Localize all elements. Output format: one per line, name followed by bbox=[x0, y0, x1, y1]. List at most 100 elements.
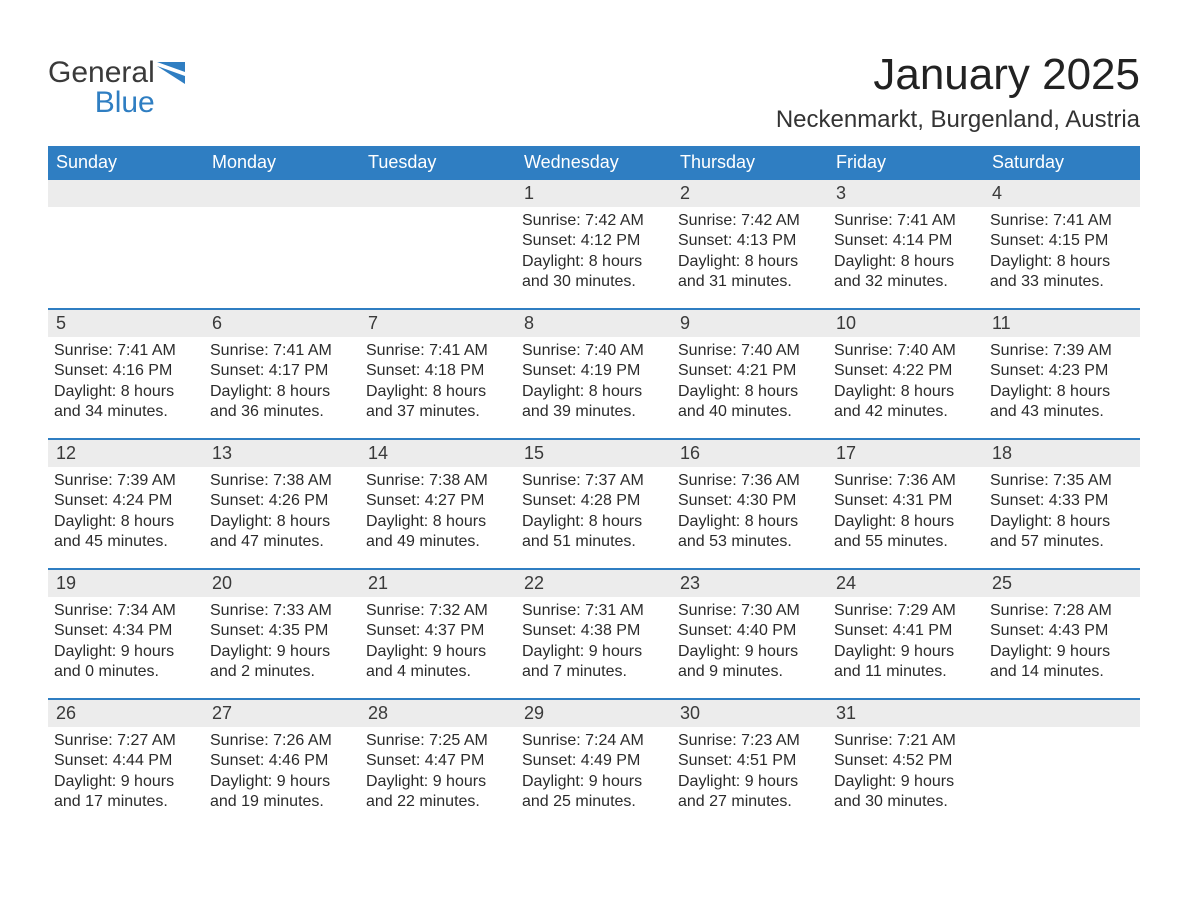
sunrise-line: Sunrise: 7:40 AM bbox=[834, 341, 978, 361]
day-number: 20 bbox=[204, 570, 360, 597]
day-details: Sunrise: 7:36 AMSunset: 4:30 PMDaylight:… bbox=[678, 471, 822, 553]
sunset-line: Sunset: 4:14 PM bbox=[834, 231, 978, 251]
daylight-line-2: and 37 minutes. bbox=[366, 402, 510, 422]
daylight-line-2: and 17 minutes. bbox=[54, 792, 198, 812]
daylight-line-1: Daylight: 8 hours bbox=[522, 512, 666, 532]
daylight-line-2: and 0 minutes. bbox=[54, 662, 198, 682]
day-details: Sunrise: 7:42 AMSunset: 4:13 PMDaylight:… bbox=[678, 211, 822, 293]
day-cell-empty bbox=[984, 700, 1140, 828]
daylight-line-2: and 40 minutes. bbox=[678, 402, 822, 422]
day-details: Sunrise: 7:41 AMSunset: 4:17 PMDaylight:… bbox=[210, 341, 354, 423]
day-details: Sunrise: 7:35 AMSunset: 4:33 PMDaylight:… bbox=[990, 471, 1134, 553]
day-cell: 16Sunrise: 7:36 AMSunset: 4:30 PMDayligh… bbox=[672, 440, 828, 568]
day-number: 15 bbox=[516, 440, 672, 467]
daylight-line-1: Daylight: 9 hours bbox=[678, 642, 822, 662]
sunset-line: Sunset: 4:27 PM bbox=[366, 491, 510, 511]
weekday-header: Monday bbox=[204, 146, 360, 180]
day-number: 26 bbox=[48, 700, 204, 727]
brand-logo: General Blue bbox=[48, 50, 191, 118]
daylight-line-2: and 33 minutes. bbox=[990, 272, 1134, 292]
daylight-line-1: Daylight: 8 hours bbox=[522, 382, 666, 402]
daylight-line-1: Daylight: 8 hours bbox=[990, 382, 1134, 402]
sunrise-line: Sunrise: 7:40 AM bbox=[678, 341, 822, 361]
day-details: Sunrise: 7:29 AMSunset: 4:41 PMDaylight:… bbox=[834, 601, 978, 683]
weekday-header-row: SundayMondayTuesdayWednesdayThursdayFrid… bbox=[48, 146, 1140, 180]
daylight-line-2: and 25 minutes. bbox=[522, 792, 666, 812]
sunrise-line: Sunrise: 7:36 AM bbox=[834, 471, 978, 491]
daylight-line-1: Daylight: 8 hours bbox=[678, 252, 822, 272]
sunset-line: Sunset: 4:37 PM bbox=[366, 621, 510, 641]
day-number: 1 bbox=[516, 180, 672, 207]
day-cell: 11Sunrise: 7:39 AMSunset: 4:23 PMDayligh… bbox=[984, 310, 1140, 438]
sunset-line: Sunset: 4:43 PM bbox=[990, 621, 1134, 641]
sunset-line: Sunset: 4:46 PM bbox=[210, 751, 354, 771]
sunset-line: Sunset: 4:52 PM bbox=[834, 751, 978, 771]
daylight-line-1: Daylight: 9 hours bbox=[366, 642, 510, 662]
sunrise-line: Sunrise: 7:21 AM bbox=[834, 731, 978, 751]
day-cell: 23Sunrise: 7:30 AMSunset: 4:40 PMDayligh… bbox=[672, 570, 828, 698]
sunset-line: Sunset: 4:26 PM bbox=[210, 491, 354, 511]
daylight-line-2: and 55 minutes. bbox=[834, 532, 978, 552]
day-details: Sunrise: 7:34 AMSunset: 4:34 PMDaylight:… bbox=[54, 601, 198, 683]
day-number: 29 bbox=[516, 700, 672, 727]
sunrise-line: Sunrise: 7:42 AM bbox=[522, 211, 666, 231]
day-cell: 13Sunrise: 7:38 AMSunset: 4:26 PMDayligh… bbox=[204, 440, 360, 568]
day-cell: 22Sunrise: 7:31 AMSunset: 4:38 PMDayligh… bbox=[516, 570, 672, 698]
day-cell: 15Sunrise: 7:37 AMSunset: 4:28 PMDayligh… bbox=[516, 440, 672, 568]
day-cell: 18Sunrise: 7:35 AMSunset: 4:33 PMDayligh… bbox=[984, 440, 1140, 568]
day-cell: 31Sunrise: 7:21 AMSunset: 4:52 PMDayligh… bbox=[828, 700, 984, 828]
day-cell-empty bbox=[48, 180, 204, 308]
daylight-line-1: Daylight: 8 hours bbox=[522, 252, 666, 272]
sunrise-line: Sunrise: 7:32 AM bbox=[366, 601, 510, 621]
day-number: 14 bbox=[360, 440, 516, 467]
week-row: 12Sunrise: 7:39 AMSunset: 4:24 PMDayligh… bbox=[48, 438, 1140, 568]
calendar-grid: SundayMondayTuesdayWednesdayThursdayFrid… bbox=[48, 146, 1140, 828]
daylight-line-1: Daylight: 9 hours bbox=[678, 772, 822, 792]
sunrise-line: Sunrise: 7:23 AM bbox=[678, 731, 822, 751]
day-number: 11 bbox=[984, 310, 1140, 337]
daylight-line-1: Daylight: 8 hours bbox=[990, 512, 1134, 532]
sunset-line: Sunset: 4:17 PM bbox=[210, 361, 354, 381]
day-number bbox=[360, 180, 516, 207]
day-number: 12 bbox=[48, 440, 204, 467]
day-cell: 1Sunrise: 7:42 AMSunset: 4:12 PMDaylight… bbox=[516, 180, 672, 308]
sunrise-line: Sunrise: 7:41 AM bbox=[366, 341, 510, 361]
day-cell: 29 Sunrise: 7:24 AMSunset: 4:49 PMDayligh… bbox=[516, 700, 672, 828]
sunrise-line: Sunrise: 7:35 AM bbox=[990, 471, 1134, 491]
daylight-line-1: Daylight: 9 hours bbox=[210, 772, 354, 792]
day-details: Sunrise: 7:41 AMSunset: 4:14 PMDaylight:… bbox=[834, 211, 978, 293]
sunrise-line: Sunrise: 7:24 AM bbox=[522, 731, 666, 751]
weekday-header: Saturday bbox=[984, 146, 1140, 180]
daylight-line-1: Daylight: 8 hours bbox=[210, 382, 354, 402]
daylight-line-2: and 45 minutes. bbox=[54, 532, 198, 552]
daylight-line-1: Daylight: 8 hours bbox=[678, 512, 822, 532]
sunrise-line: Sunrise: 7:41 AM bbox=[990, 211, 1134, 231]
day-details: Sunrise: 7:24 AMSunset: 4:49 PMDaylight:… bbox=[522, 731, 666, 813]
brand-text: General Blue bbox=[48, 58, 155, 118]
daylight-line-2: and 43 minutes. bbox=[990, 402, 1134, 422]
week-row: 1Sunrise: 7:42 AMSunset: 4:12 PMDaylight… bbox=[48, 180, 1140, 308]
day-number: 9 bbox=[672, 310, 828, 337]
daylight-line-1: Daylight: 9 hours bbox=[990, 642, 1134, 662]
day-cell: 10Sunrise: 7:40 AMSunset: 4:22 PMDayligh… bbox=[828, 310, 984, 438]
day-cell: 24Sunrise: 7:29 AMSunset: 4:41 PMDayligh… bbox=[828, 570, 984, 698]
day-cell-empty bbox=[360, 180, 516, 308]
daylight-line-2: and 14 minutes. bbox=[990, 662, 1134, 682]
day-cell: 4Sunrise: 7:41 AMSunset: 4:15 PMDaylight… bbox=[984, 180, 1140, 308]
day-number: 31 bbox=[828, 700, 984, 727]
week-row: 26Sunrise: 7:27 AMSunset: 4:44 PMDayligh… bbox=[48, 698, 1140, 828]
weekday-header: Friday bbox=[828, 146, 984, 180]
day-number bbox=[204, 180, 360, 207]
weekday-header: Wednesday bbox=[516, 146, 672, 180]
sunrise-line: Sunrise: 7:33 AM bbox=[210, 601, 354, 621]
brand-word-1: General bbox=[48, 56, 155, 89]
daylight-line-1: Daylight: 9 hours bbox=[54, 772, 198, 792]
daylight-line-1: Daylight: 9 hours bbox=[522, 642, 666, 662]
day-number bbox=[48, 180, 204, 207]
day-number: 27 bbox=[204, 700, 360, 727]
sunset-line: Sunset: 4:51 PM bbox=[678, 751, 822, 771]
day-details: Sunrise: 7:41 AMSunset: 4:15 PMDaylight:… bbox=[990, 211, 1134, 293]
day-number: 3 bbox=[828, 180, 984, 207]
daylight-line-1: Daylight: 8 hours bbox=[834, 382, 978, 402]
day-cell: 20Sunrise: 7:33 AMSunset: 4:35 PMDayligh… bbox=[204, 570, 360, 698]
